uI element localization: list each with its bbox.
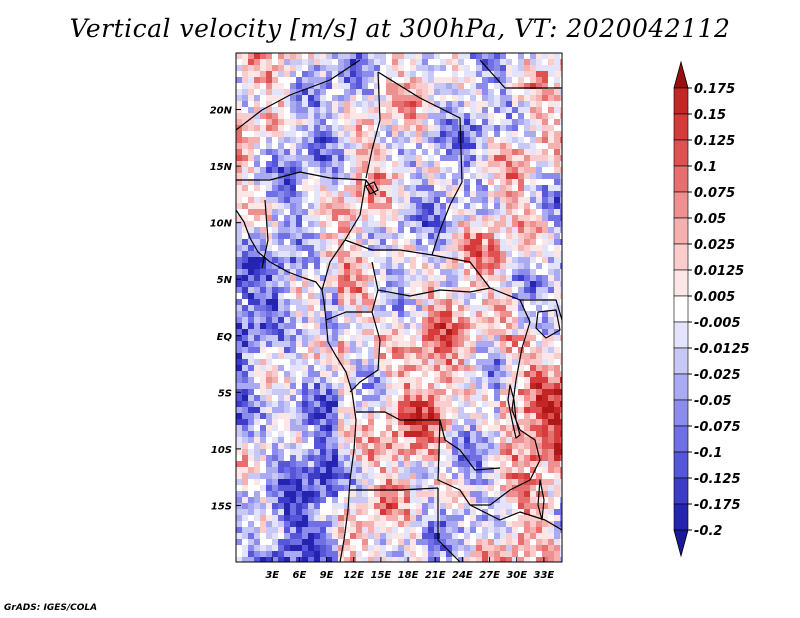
lat-tick-label: 20N — [210, 106, 233, 117]
lake-tanganyika — [507, 384, 521, 439]
colorbar-swatch — [673, 113, 689, 141]
colorbar-label: -0.075 — [694, 420, 741, 435]
lake-victoria — [535, 309, 561, 339]
lake-malawi — [537, 479, 545, 521]
border-angola-zambia — [437, 419, 471, 506]
colorbar-label: 0.175 — [694, 82, 735, 97]
nile-border-top — [479, 59, 562, 89]
border-northwest — [236, 59, 361, 131]
colorbar-label: -0.05 — [694, 394, 731, 409]
border-chad-libya — [377, 71, 463, 183]
colorbar-swatch — [673, 347, 689, 375]
lon-tick-label: 27E — [479, 570, 500, 581]
velocity-field — [236, 53, 562, 562]
border-gabon-congo — [325, 289, 379, 321]
colorbar-label: 0.025 — [694, 238, 735, 253]
latitude-axis: 20N 15N 10N 5N EQ 5S 10S 15S — [210, 106, 241, 512]
lon-tick-label: 9E — [320, 570, 334, 581]
colorbar-label: -0.2 — [694, 524, 722, 539]
border-car-south — [371, 261, 491, 297]
lat-tick-label: 15N — [210, 162, 233, 173]
colorbar-label: -0.1 — [694, 446, 722, 461]
colorbar-label: -0.175 — [694, 498, 741, 513]
colorbar-swatch — [673, 243, 689, 271]
colorbar-swatch — [673, 425, 689, 453]
colorbar-swatch — [673, 87, 689, 115]
colorbar-label: -0.0125 — [694, 342, 750, 357]
colorbar-label: 0.15 — [694, 108, 726, 123]
credit-text: GrADS: IGES/COLA — [4, 603, 98, 613]
colorbar-swatch — [673, 191, 689, 219]
border-angola-namibia — [350, 487, 439, 491]
colorbar-label: -0.005 — [694, 316, 741, 331]
colorbar-label: 0.075 — [694, 186, 735, 201]
lon-tick-label: 21E — [425, 570, 446, 581]
colorbar-label: 0.125 — [694, 134, 735, 149]
chart-title: Vertical velocity [m/s] at 300hPa, VT: 2… — [69, 14, 731, 43]
colorbar-swatch — [673, 269, 689, 297]
lat-tick-label: 15S — [211, 501, 232, 512]
colorbar-top-arrow — [673, 60, 689, 89]
colorbar-label: -0.025 — [694, 368, 741, 383]
border-botswana — [437, 488, 461, 562]
lon-tick-label: 12E — [343, 570, 364, 581]
colorbar-swatch — [673, 295, 689, 323]
lon-tick-label: 33E — [534, 570, 555, 581]
border-chad-sudan — [431, 181, 463, 256]
border-zambia-east — [470, 429, 541, 506]
border-uganda — [520, 299, 562, 321]
border-south — [469, 504, 562, 531]
colorbar-swatch — [673, 399, 689, 427]
map-frame — [235, 52, 563, 563]
colorbar-swatch — [673, 139, 689, 167]
lat-tick-label: 10S — [211, 445, 232, 456]
lake-chad — [365, 181, 379, 195]
colorbar-swatch — [673, 217, 689, 245]
colorbar-swatch — [673, 373, 689, 401]
colorbar-swatch — [673, 503, 689, 531]
border-car — [344, 239, 491, 289]
lon-tick-label: 3E — [265, 570, 279, 581]
colorbar-bottom-arrow — [673, 529, 689, 558]
lon-tick-label: 24E — [452, 570, 473, 581]
lat-tick-label: 5N — [217, 275, 233, 286]
border-drc-angola — [356, 411, 501, 471]
colorbar-label: 0.0125 — [694, 264, 744, 279]
lon-tick-label: 15E — [371, 570, 392, 581]
colorbar-label: 0.05 — [694, 212, 726, 227]
lat-tick-label: EQ — [217, 332, 233, 343]
lat-tick-label: 5S — [218, 388, 232, 399]
colorbar-label: 0.005 — [694, 290, 735, 305]
country-boundaries — [236, 59, 562, 562]
colorbar-swatch — [673, 321, 689, 349]
lat-tick-label: 10N — [210, 219, 233, 230]
border-niger-chad — [365, 71, 381, 179]
colorbar-swatch — [673, 451, 689, 479]
lon-tick-label: 18E — [398, 570, 419, 581]
colorbar-label: -0.125 — [694, 472, 741, 487]
longitude-axis: 3E 6E 9E 12E 15E 18E 21E 24E 27E 30E 33E — [265, 557, 554, 581]
colorbar-label: 0.1 — [694, 160, 717, 175]
border-congo-drc — [349, 311, 381, 393]
colorbar-swatch — [673, 165, 689, 193]
border-nigeria — [261, 199, 269, 269]
border-sahel-west — [236, 171, 377, 196]
lon-tick-label: 6E — [292, 570, 306, 581]
lon-tick-label: 30E — [506, 570, 527, 581]
colorbar-swatch — [673, 477, 689, 505]
